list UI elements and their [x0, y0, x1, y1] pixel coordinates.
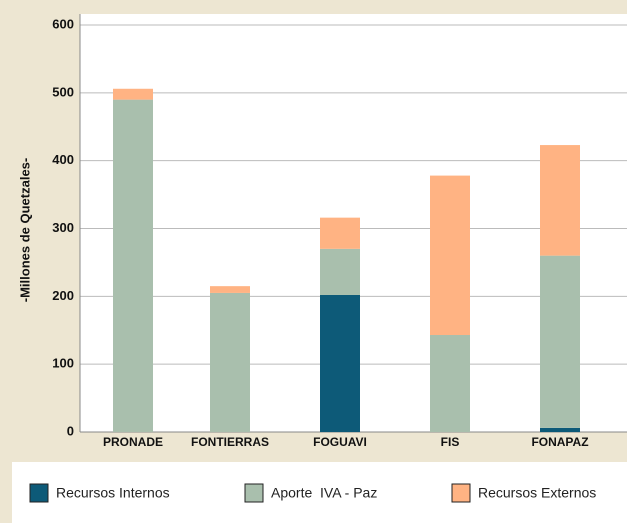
- y-tick-label: 100: [52, 356, 74, 371]
- x-tick-label: PRONADE: [103, 435, 163, 449]
- y-tick-label: 0: [67, 423, 74, 438]
- bar-segment: [540, 145, 580, 256]
- bar-segment: [210, 292, 250, 432]
- bar-segment: [210, 286, 250, 293]
- legend-swatch: [29, 483, 49, 503]
- legend-swatch: [244, 483, 264, 503]
- bar-segment: [430, 334, 470, 432]
- bar-segment: [540, 427, 580, 432]
- legend-label: Recursos Externos: [478, 485, 596, 501]
- y-tick-label: 200: [52, 288, 74, 303]
- y-tick-label: 300: [52, 220, 74, 235]
- legend-box: [12, 462, 627, 523]
- bar-segment: [540, 255, 580, 428]
- x-tick-label: FOGUAVI: [313, 435, 367, 449]
- x-tick-label: FONTIERRAS: [191, 435, 269, 449]
- x-tick-label: FONAPAZ: [531, 435, 588, 449]
- y-tick-label: 600: [52, 16, 74, 31]
- bar-segment: [320, 294, 360, 432]
- bar-segment: [113, 99, 153, 432]
- legend-swatch: [451, 483, 471, 503]
- y-axis-label: -Millones de Quetzales-: [17, 158, 32, 302]
- y-tick-label: 500: [52, 84, 74, 99]
- legend-label: Aporte IVA - Paz: [271, 485, 377, 501]
- y-tick-label: 400: [52, 152, 74, 167]
- x-tick-label: FIS: [441, 435, 460, 449]
- bar-segment: [430, 175, 470, 335]
- bar-segment: [320, 248, 360, 295]
- bar-segment: [113, 88, 153, 100]
- legend-label: Recursos Internos: [56, 485, 170, 501]
- bar-segment: [320, 217, 360, 249]
